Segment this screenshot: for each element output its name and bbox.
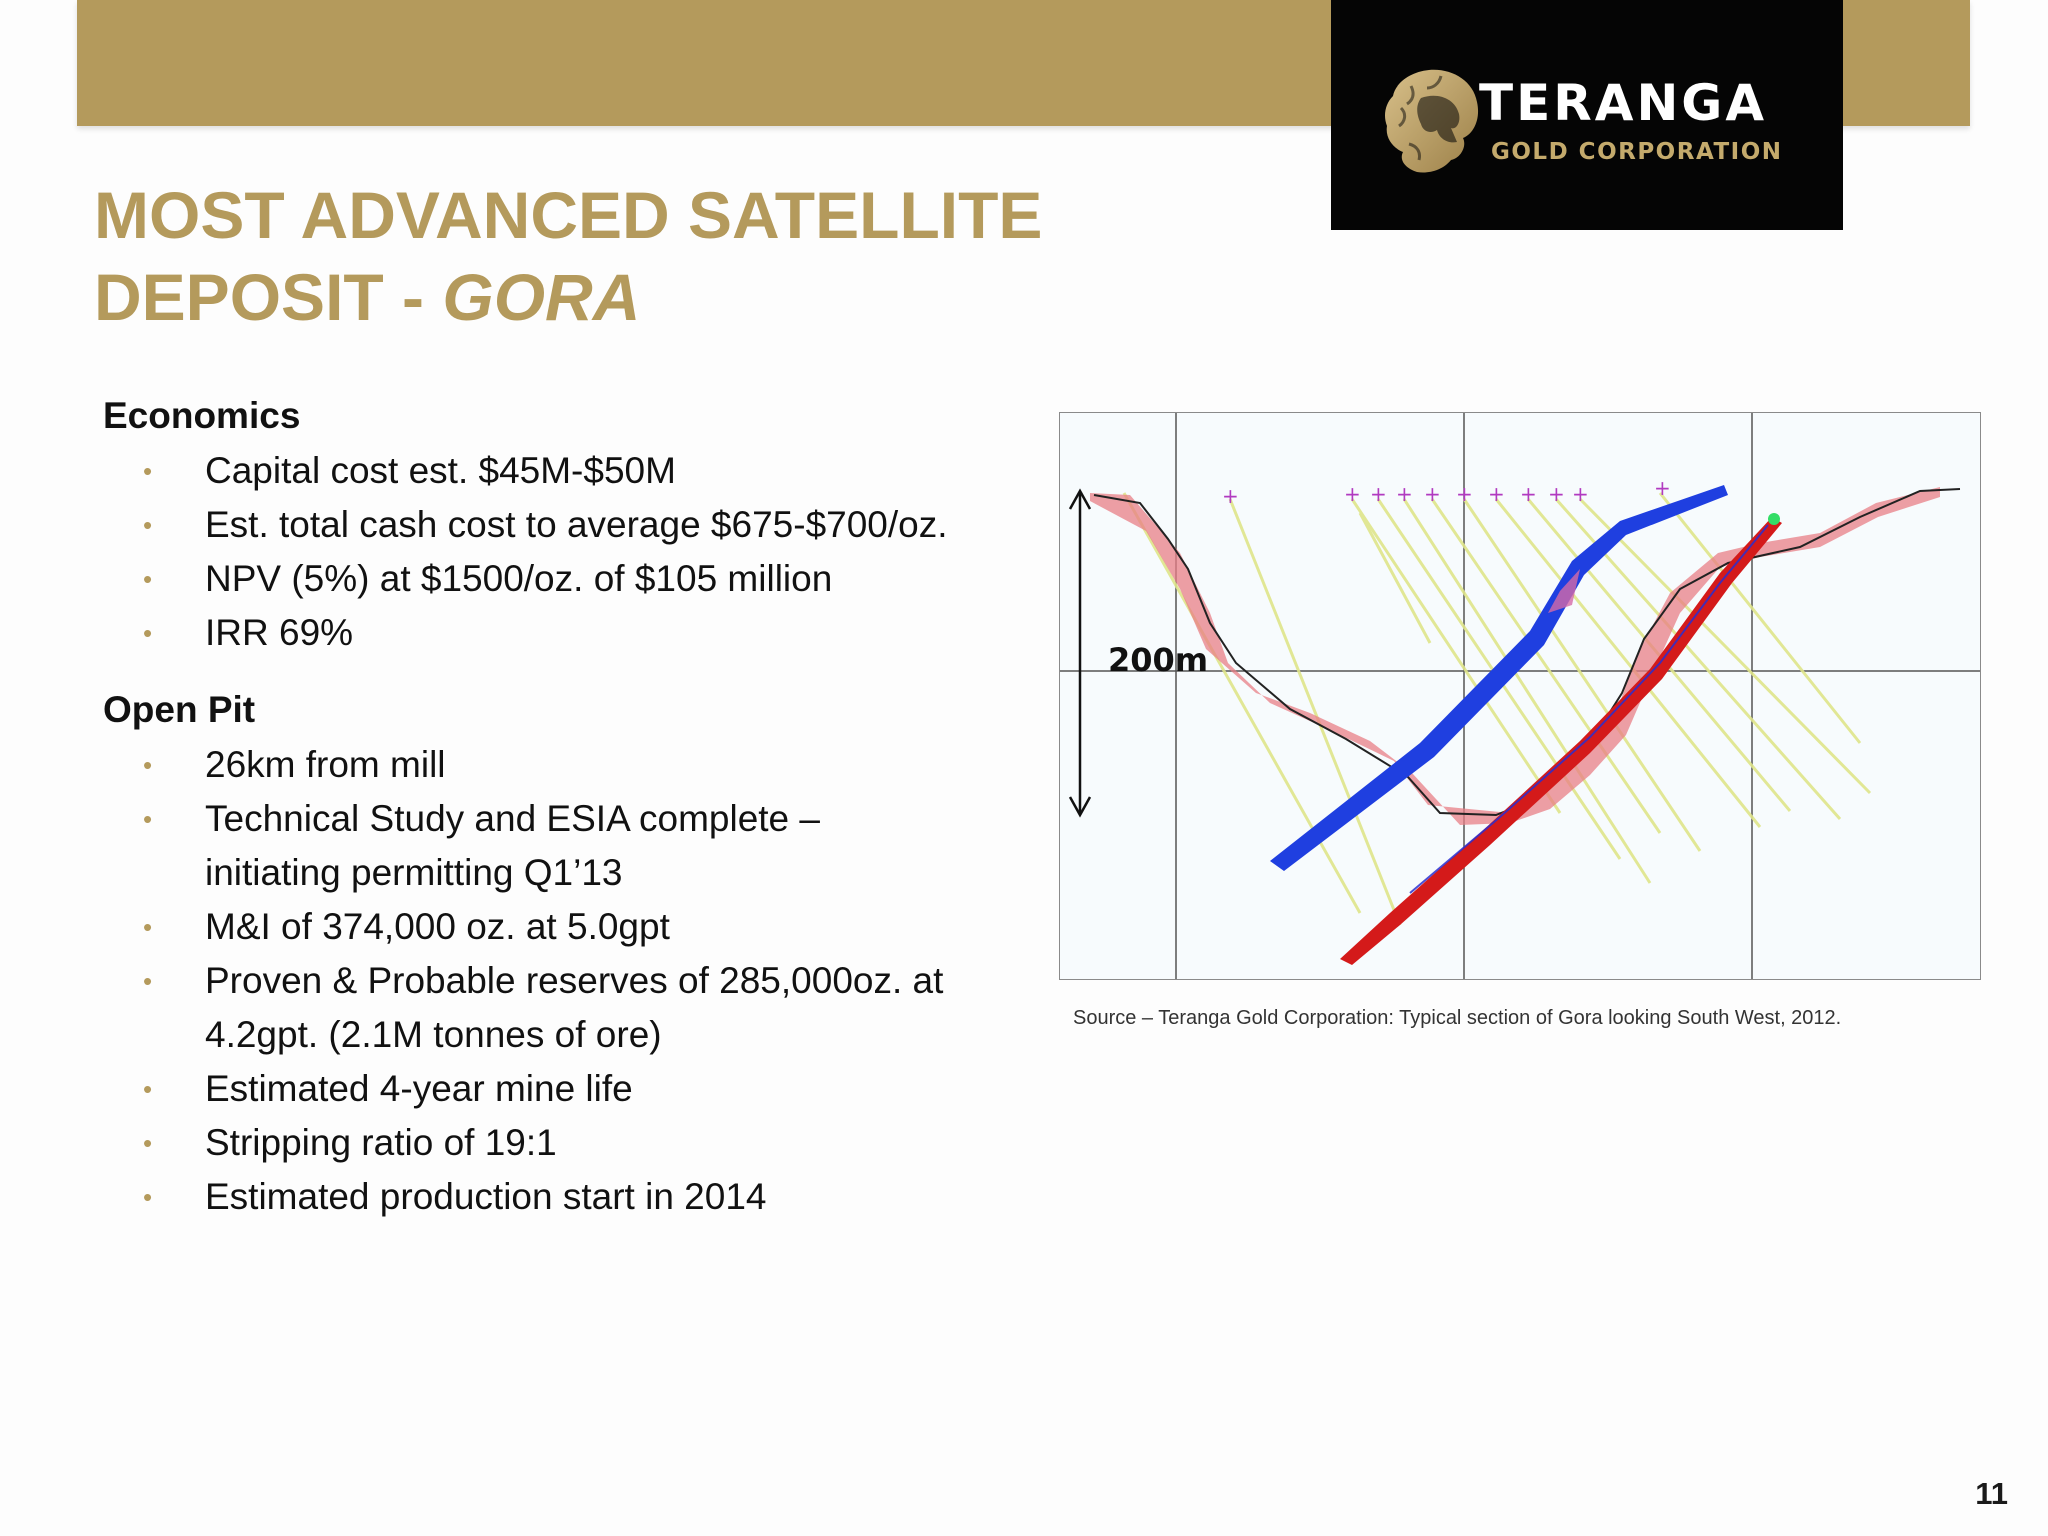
title-line-1: MOST ADVANCED SATELLITE [94, 178, 1043, 252]
company-logo: TERANGA GOLD CORPORATION [1331, 0, 1843, 230]
grid-lines [1060, 413, 1980, 979]
economics-list: • Capital cost est. $45M-$50M • Est. total… [103, 444, 1023, 660]
list-item: • M&I of 374,000 oz. at 5.0gpt [103, 900, 1023, 954]
blue-ore-zone [1270, 485, 1728, 871]
list-item-text: Est. total cash cost to average $675-$70… [205, 504, 948, 545]
svg-text:+: + [1520, 482, 1537, 506]
bullet-icon: • [143, 618, 153, 648]
list-item-text: Stripping ratio of 19:1 [205, 1122, 557, 1163]
bullet-icon: • [143, 750, 153, 780]
bullet-icon: • [143, 564, 153, 594]
list-item-text: M&I of 374,000 oz. at 5.0gpt [205, 906, 670, 947]
list-item-text: Estimated production start in 2014 [205, 1176, 767, 1217]
svg-text:+: + [1424, 482, 1441, 506]
blue-ore-highlight [1548, 569, 1580, 613]
gora-cross-section-figure: + + + + + + + + + + + [1059, 412, 1981, 980]
list-item-text: Proven & Probable reserves of 285,000oz.… [205, 960, 944, 1001]
figure-caption: Source – Teranga Gold Corporation: Typic… [1073, 1007, 1842, 1029]
pit-shell [1090, 487, 1940, 825]
list-item: • Proven & Probable reserves of 285,000oz… [103, 954, 1023, 1008]
list-item: • NPV (5%) at $1500/oz. of $105 million [103, 552, 1023, 606]
list-item-text: IRR 69% [205, 612, 354, 653]
open-pit-heading: Open Pit [103, 689, 256, 730]
list-item: • Technical Study and ESIA complete – [103, 792, 1023, 846]
bullet-icon: • [143, 804, 153, 834]
bullet-icon: • [143, 1128, 153, 1158]
red-ore-core [1409, 524, 1769, 894]
list-item: • Capital cost est. $45M-$50M [103, 444, 1023, 498]
svg-text:+: + [1370, 482, 1387, 506]
bullet-icon: • [143, 1074, 153, 1104]
list-item: • IRR 69% [103, 606, 1023, 660]
svg-text:+: + [1456, 482, 1473, 506]
bullet-icon: • [143, 456, 153, 486]
title-line-2-prefix: DEPOSIT - [94, 260, 443, 334]
scale-label: 200m [1108, 641, 1208, 679]
title-line-2-deposit-name: GORA [442, 260, 641, 334]
list-item-text: Technical Study and ESIA complete – [205, 798, 820, 839]
open-pit-list: • 26km from mill • Technical Study and ESI… [103, 738, 1023, 1224]
bullet-icon: • [143, 1182, 153, 1212]
list-item-continuation: 4.2gpt. (2.1M tonnes of ore) [103, 1008, 1023, 1062]
svg-text:+: + [1222, 484, 1239, 508]
page-title: MOST ADVANCED SATELLITE DEPOSIT - GORA [94, 174, 1042, 338]
bullet-icon: • [143, 912, 153, 942]
green-marker [1768, 513, 1780, 525]
list-item: • Est. total cash cost to average $675-$7… [103, 498, 1023, 552]
svg-text:+: + [1344, 482, 1361, 506]
list-item-continuation: initiating permitting Q1’13 [103, 846, 1023, 900]
svg-text:+: + [1396, 482, 1413, 506]
lion-logo-icon [1385, 69, 1479, 173]
svg-text:+: + [1548, 482, 1565, 506]
bullet-icon: • [143, 510, 153, 540]
svg-text:+: + [1654, 476, 1671, 500]
bullet-icon: • [143, 966, 153, 996]
page-number: 11 [1975, 1476, 2008, 1511]
list-item: • Estimated 4-year mine life [103, 1062, 1023, 1116]
list-item-text: Capital cost est. $45M-$50M [205, 450, 676, 491]
list-item-text: 26km from mill [205, 744, 446, 785]
logo-wordmark: TERANGA [1479, 74, 1768, 132]
logo-subtitle: GOLD CORPORATION [1491, 139, 1783, 165]
drill-holes [1122, 492, 1872, 926]
list-item-text: 4.2gpt. (2.1M tonnes of ore) [205, 1014, 662, 1055]
list-item-text: Estimated 4-year mine life [205, 1068, 633, 1109]
scale-arrow [1068, 488, 1092, 818]
list-item: • Estimated production start in 2014 [103, 1170, 1023, 1224]
main-content: Economics • Capital cost est. $45M-$50M •… [103, 392, 1023, 1224]
drill-collar-markers: + + + + + + + + + + + [1222, 476, 1671, 508]
svg-text:+: + [1572, 482, 1589, 506]
svg-text:+: + [1488, 482, 1505, 506]
list-item-text: initiating permitting Q1’13 [205, 852, 623, 893]
economics-heading: Economics [103, 395, 301, 436]
list-item: • 26km from mill [103, 738, 1023, 792]
cross-section-drawing: + + + + + + + + + + + [1060, 413, 1980, 979]
list-item: • Stripping ratio of 19:1 [103, 1116, 1023, 1170]
list-item-text: NPV (5%) at $1500/oz. of $105 million [205, 558, 833, 599]
section-spacer [103, 660, 1023, 686]
